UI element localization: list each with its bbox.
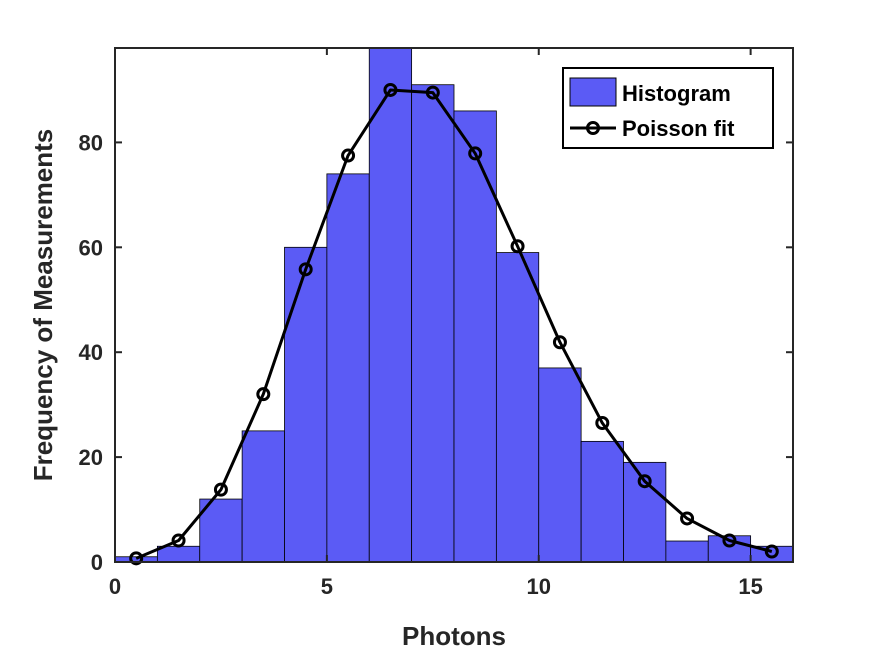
legend-histogram-swatch	[569, 77, 617, 107]
histogram-bar	[241, 430, 285, 563]
poisson-fit-point	[595, 416, 610, 431]
histogram-bar	[665, 540, 709, 563]
poisson-fit-point	[680, 511, 695, 526]
histogram-bar	[156, 545, 201, 563]
poisson-fit-point	[298, 262, 313, 277]
y-tick-labels: 0 20 40 60 80	[79, 130, 103, 575]
poisson-fit-point	[552, 335, 567, 350]
poisson-fit-point	[637, 474, 652, 489]
legend: Histogram Poisson fit	[562, 67, 774, 149]
histogram-bar	[368, 47, 413, 563]
histogram-bar	[453, 110, 497, 563]
x-axis-title: Photons	[402, 621, 506, 651]
poisson-fit-line	[135, 88, 773, 560]
poisson-fit-point	[510, 239, 525, 254]
poisson-fit-point	[468, 146, 483, 161]
histogram-bar	[580, 440, 624, 563]
x-tick-label: 0	[109, 574, 121, 599]
histogram-bar	[411, 84, 455, 563]
histogram-bars	[114, 47, 794, 563]
histogram-bar	[199, 498, 243, 563]
histogram-bar	[284, 246, 328, 563]
legend-poisson-label: Poisson fit	[622, 116, 735, 141]
x-tick-labels: 0 5 10 15	[109, 574, 763, 599]
y-tick-label: 40	[79, 340, 103, 365]
histogram-bar	[495, 252, 540, 563]
poisson-fit-point	[129, 551, 144, 566]
poisson-fit-point	[341, 148, 356, 163]
poisson-fit-point	[764, 544, 779, 559]
x-tick-label: 15	[738, 574, 762, 599]
legend-histogram-label: Histogram	[622, 81, 731, 106]
y-tick-label: 60	[79, 235, 103, 260]
y-tick-label: 80	[79, 130, 103, 155]
poisson-fit-point	[213, 482, 228, 497]
poisson-fit-point	[171, 533, 186, 548]
axis-ticks	[114, 48, 793, 563]
poisson-fit-point	[383, 82, 398, 97]
legend-poisson-marker	[586, 121, 600, 135]
y-axis-title: Frequency of Measurements	[28, 129, 58, 482]
histogram-bar	[326, 173, 370, 563]
y-tick-label: 20	[79, 445, 103, 470]
histogram-bar	[538, 367, 582, 563]
poisson-fit-point	[256, 387, 271, 402]
x-tick-label: 10	[527, 574, 551, 599]
poisson-fit-point	[425, 85, 440, 100]
poisson-fit-series	[129, 82, 779, 566]
plot-area-frame	[114, 47, 794, 563]
y-tick-label: 0	[91, 550, 103, 575]
poisson-fit-point	[722, 533, 737, 548]
x-tick-label: 5	[321, 574, 333, 599]
histogram-bar	[623, 461, 667, 563]
